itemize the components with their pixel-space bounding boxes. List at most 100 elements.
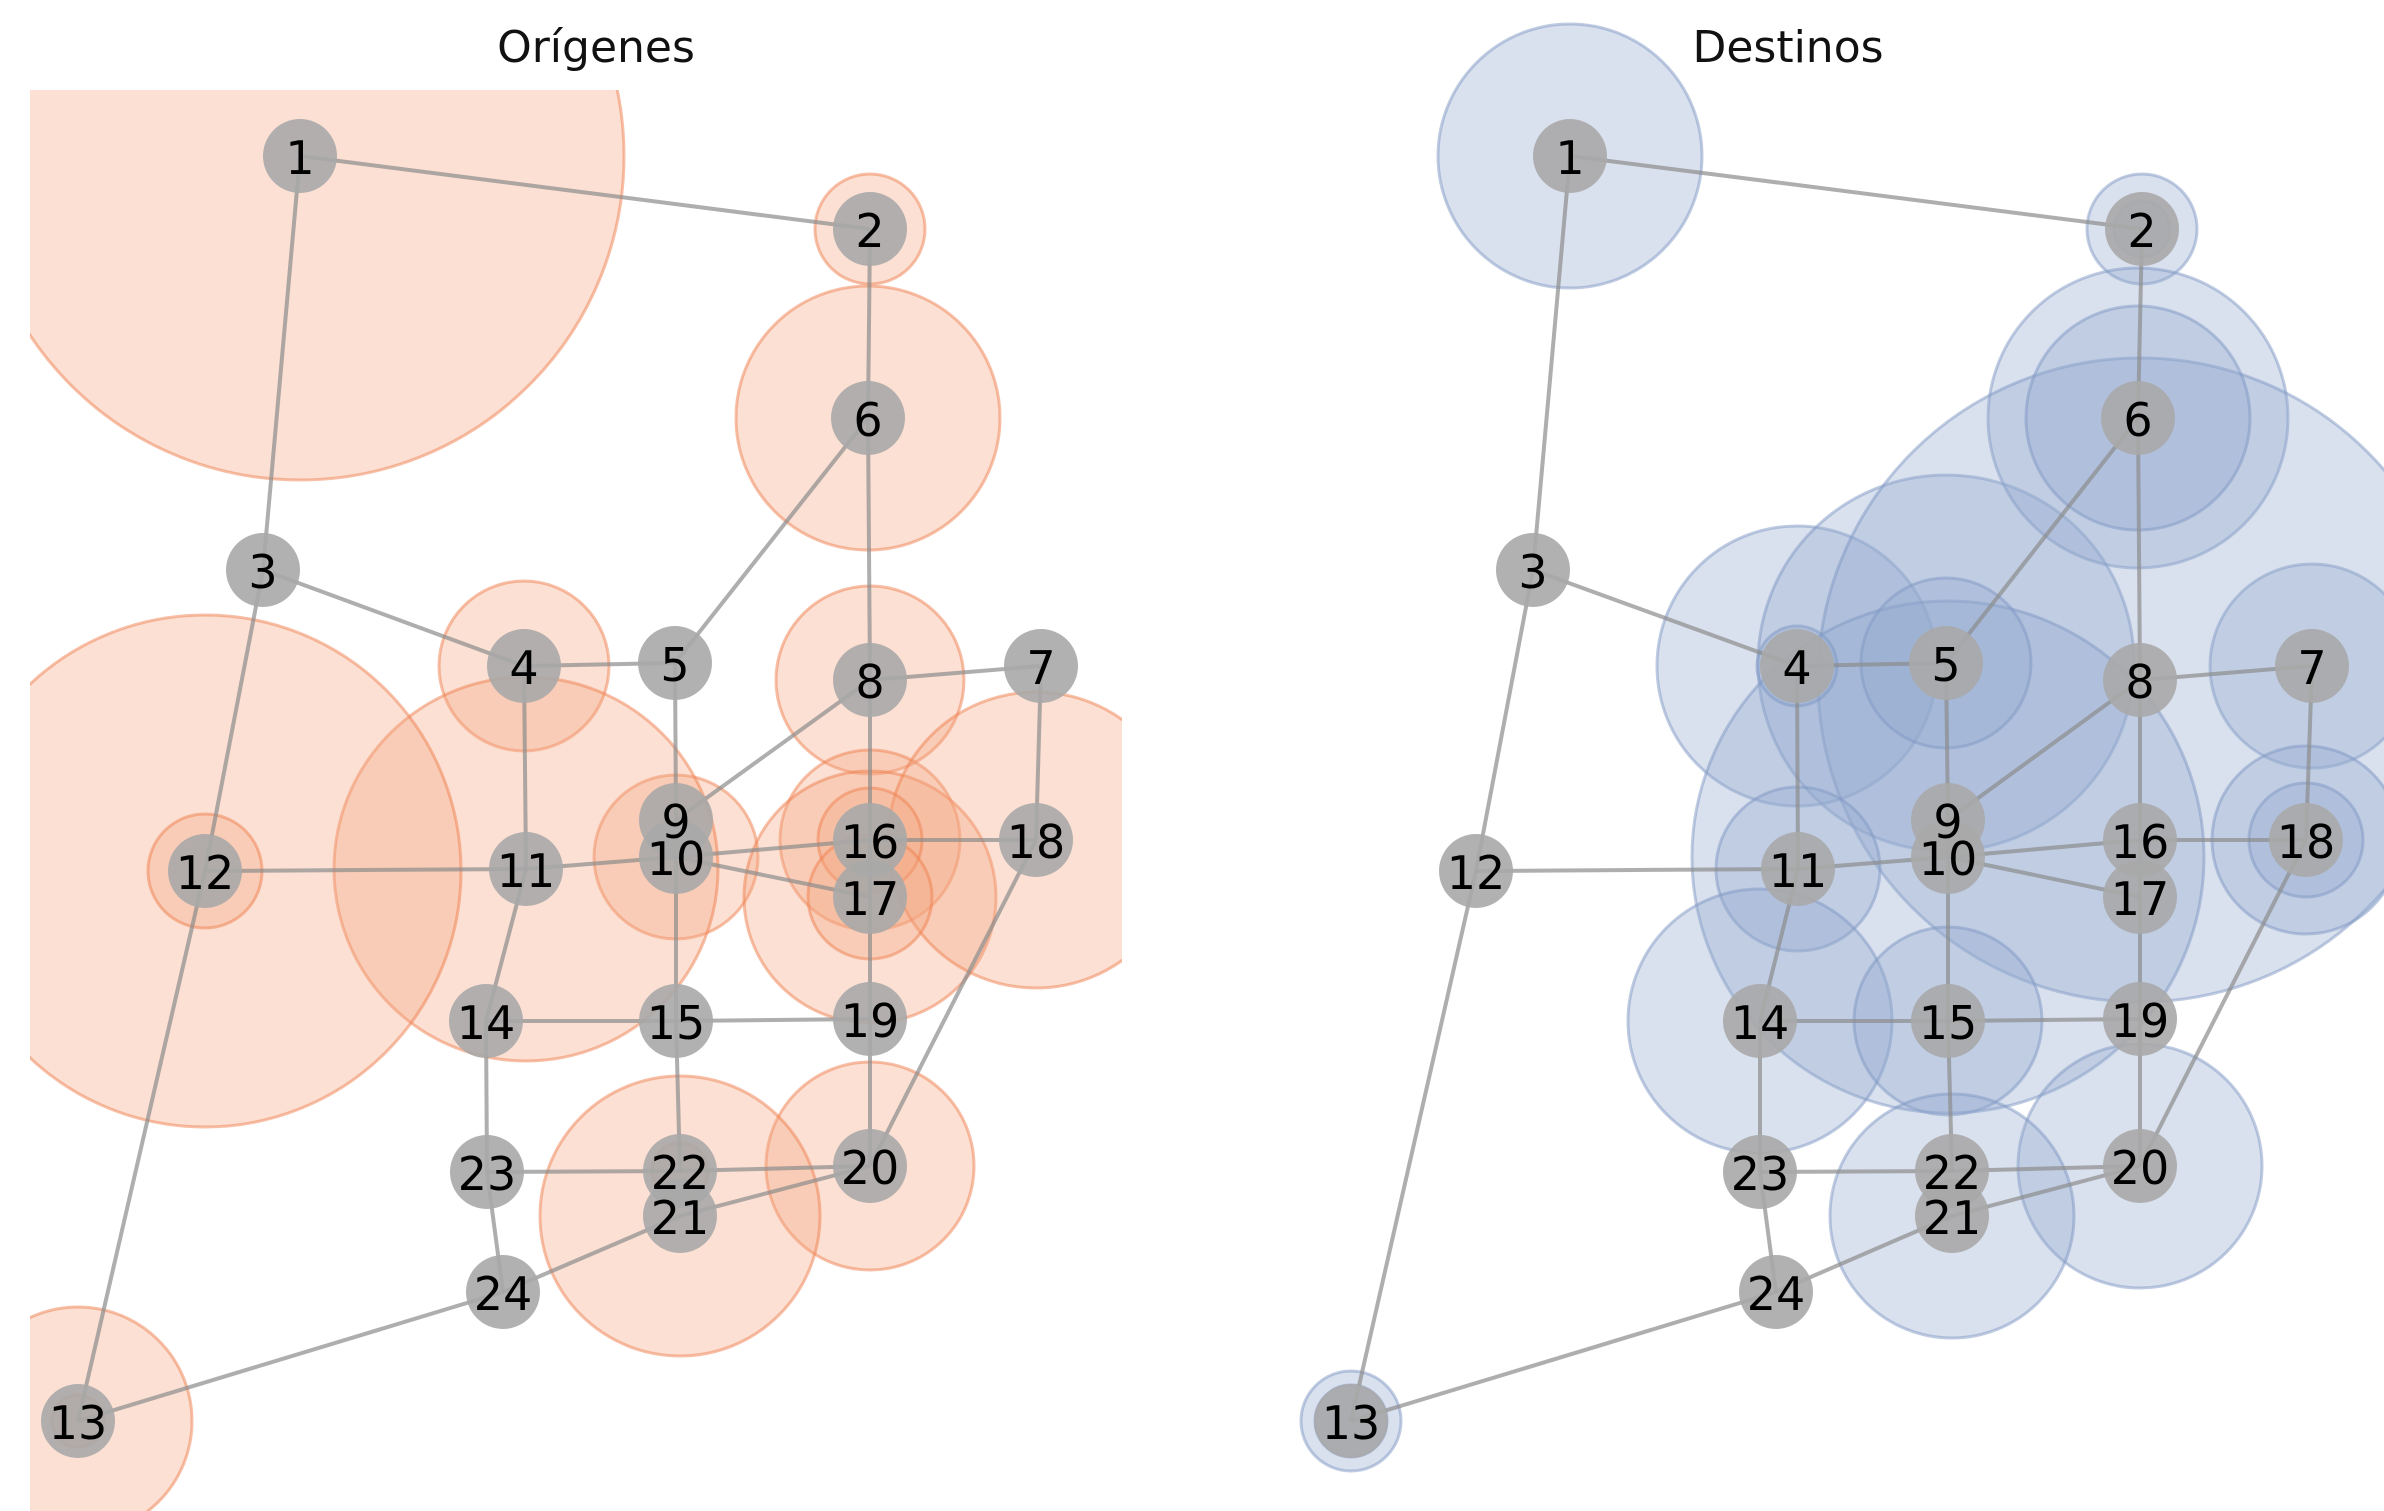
node-label-14: 14 — [457, 996, 516, 1050]
node-17 — [2103, 860, 2177, 934]
panel-destinos: Destinos 1 2 3 4 5 6 7 8 9 10 11 12 13 14 15 16 17 18 19 20… — [1192, 0, 2384, 1511]
node-13 — [41, 1384, 115, 1458]
node-18 — [2269, 803, 2343, 877]
node-1 — [1533, 119, 1607, 193]
node-4 — [487, 629, 561, 703]
node-label-9: 9 — [661, 795, 690, 849]
edge-6-8 — [866, 417, 872, 681]
node-label-24: 24 — [474, 1267, 533, 1321]
node-2 — [833, 192, 907, 266]
edge-11-12 — [204, 867, 527, 873]
node-label-8: 8 — [2125, 655, 2154, 709]
node-15 — [1911, 984, 1985, 1058]
node-15 — [639, 984, 713, 1058]
panel-origenes: Orígenes 1 2 3 4 5 6 7 8 9 10 11 12 13 14 15 16 17 18 19 20… — [30, 22, 1122, 1511]
node-label-12: 12 — [1447, 846, 1506, 900]
node-label-7: 7 — [1026, 641, 1055, 695]
node-16 — [833, 803, 907, 877]
edge-8-9 — [1946, 678, 2142, 822]
edge-11-12 — [1475, 867, 1799, 873]
node-19 — [2103, 982, 2177, 1056]
edge-18-20 — [868, 839, 1038, 1167]
edge-12-13 — [1349, 870, 1478, 1422]
flow-circles — [1299, 22, 2384, 1473]
node-8 — [2103, 643, 2177, 717]
node-10 — [639, 820, 713, 894]
node-12 — [1439, 834, 1513, 908]
node-label-19: 19 — [841, 994, 900, 1048]
node-14 — [1723, 984, 1797, 1058]
edge-3-4 — [262, 568, 525, 668]
node-label-4: 4 — [509, 641, 538, 695]
edge-3-4 — [1532, 568, 1798, 668]
node-3 — [1496, 533, 1570, 607]
node-label-18: 18 — [1007, 815, 1066, 869]
node-17 — [833, 860, 907, 934]
node-13 — [1314, 1384, 1388, 1458]
node-label-23: 23 — [1731, 1147, 1790, 1201]
node-label-6: 6 — [2123, 393, 2152, 447]
panel-title-destinos: Destinos — [1692, 22, 1884, 73]
node-label-20: 20 — [2111, 1141, 2170, 1195]
node-label-12: 12 — [176, 846, 235, 900]
node-label-21: 21 — [651, 1191, 710, 1245]
node-label-11: 11 — [1769, 844, 1828, 898]
node-label-24: 24 — [1747, 1267, 1806, 1321]
node-label-20: 20 — [841, 1141, 900, 1195]
node-24 — [466, 1255, 540, 1329]
node-14 — [449, 984, 523, 1058]
node-label-5: 5 — [1931, 638, 1960, 692]
node-18 — [999, 803, 1073, 877]
node-label-2: 2 — [855, 204, 884, 258]
node-label-1: 1 — [285, 131, 314, 185]
node-label-6: 6 — [853, 393, 882, 447]
node-label-10: 10 — [1919, 832, 1978, 886]
node-label-15: 15 — [647, 996, 706, 1050]
node-label-16: 16 — [2111, 815, 2170, 869]
node-label-13: 13 — [1322, 1396, 1381, 1450]
node-16 — [2103, 803, 2177, 877]
node-3 — [226, 533, 300, 607]
node-1 — [263, 119, 337, 193]
node-24 — [1739, 1255, 1813, 1329]
edge-1-2 — [1569, 154, 2143, 231]
node-label-1: 1 — [1555, 131, 1584, 185]
node-label-2: 2 — [2127, 204, 2156, 258]
node-20 — [833, 1129, 907, 1203]
node-6 — [831, 381, 905, 455]
node-23 — [1723, 1135, 1797, 1209]
flow-circle-node-1 — [30, 90, 626, 482]
edge-1-2 — [299, 154, 871, 231]
edge-5-6 — [1944, 416, 2140, 665]
node-6 — [2101, 381, 2175, 455]
node-8 — [833, 643, 907, 717]
node-label-14: 14 — [1731, 996, 1790, 1050]
node-label-18: 18 — [2277, 815, 2336, 869]
node-label-9: 9 — [1933, 795, 1962, 849]
node-11 — [1761, 832, 1835, 906]
edge-1-3 — [1531, 155, 1572, 571]
edge-5-6 — [673, 416, 870, 665]
node-label-10: 10 — [647, 832, 706, 886]
node-label-22: 22 — [1923, 1146, 1982, 1200]
node-5 — [638, 626, 712, 700]
node-19 — [833, 982, 907, 1056]
panel-title-origenes: Orígenes — [497, 22, 695, 73]
node-label-4: 4 — [1782, 641, 1811, 695]
node-label-8: 8 — [855, 655, 884, 709]
flow-circles — [30, 90, 1122, 1511]
node-label-21: 21 — [1923, 1191, 1982, 1245]
node-label-7: 7 — [2297, 641, 2326, 695]
edge-13-24 — [1350, 1290, 1777, 1423]
node-label-11: 11 — [497, 844, 556, 898]
node-label-13: 13 — [49, 1396, 108, 1450]
node-label-19: 19 — [2111, 994, 2170, 1048]
node-label-3: 3 — [248, 545, 277, 599]
node-7 — [1004, 629, 1078, 703]
node-23 — [450, 1135, 524, 1209]
node-label-5: 5 — [660, 638, 689, 692]
